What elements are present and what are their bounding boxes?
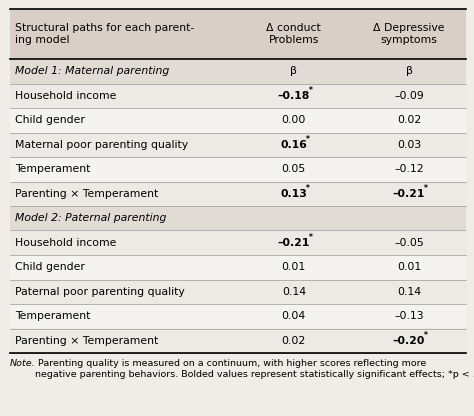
Text: 0.02: 0.02 xyxy=(397,115,421,125)
Text: 0.01: 0.01 xyxy=(282,262,306,272)
Text: –0.21: –0.21 xyxy=(278,238,310,248)
Text: *: * xyxy=(306,184,310,193)
Text: Structural paths for each parent-
ing model: Structural paths for each parent- ing mo… xyxy=(15,23,194,45)
Text: *: * xyxy=(309,86,312,95)
Bar xyxy=(10,329,466,353)
Bar xyxy=(10,255,466,280)
Text: *: * xyxy=(424,184,428,193)
Text: –0.18: –0.18 xyxy=(278,91,310,101)
Text: Paternal poor parenting quality: Paternal poor parenting quality xyxy=(15,287,185,297)
Text: Maternal poor parenting quality: Maternal poor parenting quality xyxy=(15,140,188,150)
Text: 0.01: 0.01 xyxy=(397,262,421,272)
Text: β: β xyxy=(291,66,297,76)
Text: 0.14: 0.14 xyxy=(397,287,421,297)
Text: –0.13: –0.13 xyxy=(394,311,424,321)
Text: *: * xyxy=(306,135,310,144)
Bar xyxy=(10,157,466,181)
Text: Child gender: Child gender xyxy=(15,262,85,272)
Text: Model 1: Maternal parenting: Model 1: Maternal parenting xyxy=(15,66,169,76)
Bar xyxy=(10,59,466,84)
Bar xyxy=(10,230,466,255)
Text: Δ Depressive
symptoms: Δ Depressive symptoms xyxy=(373,23,445,45)
Bar xyxy=(10,9,466,59)
Text: 0.03: 0.03 xyxy=(397,140,421,150)
Bar xyxy=(10,206,466,230)
Text: Household income: Household income xyxy=(15,91,117,101)
Text: –0.05: –0.05 xyxy=(394,238,424,248)
Bar xyxy=(10,108,466,133)
Text: Household income: Household income xyxy=(15,238,117,248)
Text: *: * xyxy=(424,331,428,340)
Text: 0.13: 0.13 xyxy=(281,189,307,199)
Text: 0.14: 0.14 xyxy=(282,287,306,297)
Text: Parenting × Temperament: Parenting × Temperament xyxy=(15,189,158,199)
Text: –0.20: –0.20 xyxy=(393,336,425,346)
Text: 0.04: 0.04 xyxy=(282,311,306,321)
Text: Temperament: Temperament xyxy=(15,164,91,174)
Text: 0.05: 0.05 xyxy=(282,164,306,174)
Text: Parenting quality is measured on a continuum, with higher scores reflecting more: Parenting quality is measured on a conti… xyxy=(35,359,474,379)
Text: 0.02: 0.02 xyxy=(282,336,306,346)
Bar xyxy=(10,84,466,108)
Text: β: β xyxy=(406,66,412,76)
Text: –0.21: –0.21 xyxy=(393,189,425,199)
Text: Temperament: Temperament xyxy=(15,311,91,321)
Text: Child gender: Child gender xyxy=(15,115,85,125)
Text: –0.09: –0.09 xyxy=(394,91,424,101)
Bar xyxy=(10,280,466,304)
Text: Δ conduct
Problems: Δ conduct Problems xyxy=(266,23,321,45)
Text: 0.00: 0.00 xyxy=(282,115,306,125)
Text: Note.: Note. xyxy=(10,359,36,368)
Text: 0.16: 0.16 xyxy=(281,140,307,150)
Text: *: * xyxy=(309,233,312,242)
Bar xyxy=(10,133,466,157)
Text: Parenting × Temperament: Parenting × Temperament xyxy=(15,336,158,346)
Text: –0.12: –0.12 xyxy=(394,164,424,174)
Text: Model 2: Paternal parenting: Model 2: Paternal parenting xyxy=(15,213,166,223)
Bar xyxy=(10,304,466,329)
Bar xyxy=(10,181,466,206)
